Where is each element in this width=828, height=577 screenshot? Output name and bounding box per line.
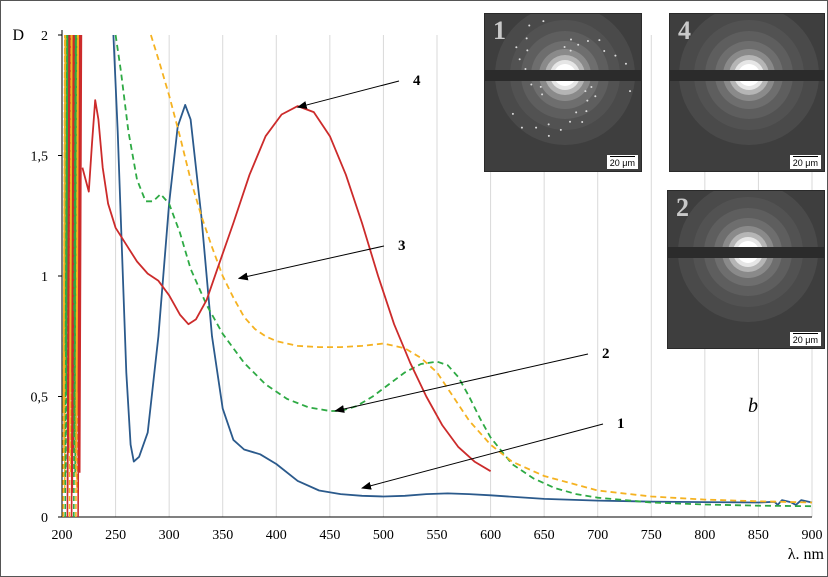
diffraction-spot — [569, 120, 572, 123]
x-tick-label: 450 — [319, 528, 340, 543]
curve-label: 2 — [602, 346, 610, 362]
x-tick-label: 800 — [694, 528, 715, 543]
diffraction-spot — [559, 128, 562, 131]
curve-label: 4 — [413, 73, 421, 89]
inset-label: 2 — [676, 193, 689, 222]
diffraction-spot — [526, 49, 529, 52]
series-4-line — [81, 99, 492, 472]
diffraction-inset-1: 1 20 μm — [484, 13, 642, 172]
x-axis-label: λ. nm — [788, 546, 825, 563]
x-tick-label: 250 — [105, 528, 126, 543]
diffraction-spot — [603, 49, 606, 52]
y-axis-label: D — [12, 27, 24, 44]
y-tick-label: 1 — [41, 270, 48, 285]
beam-stop — [670, 70, 824, 81]
inset-label: 4 — [678, 16, 691, 45]
diffraction-inset-4: 4 20 μm — [669, 13, 825, 172]
diffraction-spot — [577, 43, 580, 46]
uv-noise-trace — [70, 34, 76, 518]
diffraction-spot — [541, 93, 544, 96]
diffraction-spot — [624, 62, 627, 65]
x-tick-label: 300 — [159, 528, 180, 543]
x-tick-label: 900 — [802, 528, 823, 543]
annotation-arrow — [361, 423, 604, 490]
annotation-arrow — [334, 353, 589, 413]
y-tick-label: 2 — [41, 29, 48, 44]
x-tick-label: 750 — [641, 528, 662, 543]
diffraction-spot — [542, 20, 545, 23]
series-1-line — [112, 34, 813, 506]
uv-noise-trace — [62, 34, 68, 518]
diffraction-spot — [539, 85, 542, 88]
diffraction-spot — [569, 49, 572, 52]
scale-bar: 20 μm — [606, 155, 638, 169]
diffraction-spot — [581, 120, 584, 123]
diffraction-spot — [547, 123, 550, 126]
series-2-line — [114, 34, 813, 508]
x-tick-label: 650 — [534, 528, 555, 543]
x-tick-label: 550 — [427, 528, 448, 543]
diffraction-spot — [515, 46, 518, 49]
uv-noise-trace — [66, 34, 72, 518]
uv-noise-trace — [68, 34, 74, 518]
axes: 200 250 300 350 400 450 500 550 600 650 700 750 800 8… — [12, 27, 824, 563]
diffraction-spot — [524, 67, 527, 70]
annotations: 4 3 2 1 b — [237, 73, 758, 490]
diffraction-spot — [525, 37, 528, 40]
diffraction-spot — [547, 134, 550, 137]
diffraction-pattern — [679, 14, 819, 145]
annotation-arrow — [296, 80, 400, 109]
scale-bar: 20 μm — [789, 155, 821, 169]
diffraction-spot — [585, 110, 588, 113]
diffraction-spot — [590, 86, 593, 89]
y-tick-label: 1,5 — [31, 150, 49, 165]
diffraction-spot — [563, 46, 566, 49]
x-tick-label: 600 — [480, 528, 501, 543]
curve-label: 3 — [398, 238, 406, 254]
diffraction-spot — [530, 83, 533, 86]
inset-label: 1 — [493, 16, 506, 45]
scale-bar: 20 μm — [789, 332, 821, 346]
x-tick-label: 700 — [587, 528, 608, 543]
diffraction-pattern — [678, 191, 818, 322]
x-tick-label: 200 — [52, 528, 73, 543]
beam-stop — [485, 70, 641, 81]
diffraction-inset-2: 2 20 μm — [667, 190, 825, 349]
diffraction-spot — [584, 90, 587, 93]
x-tick-label: 350 — [212, 528, 233, 543]
diffraction-spot — [535, 126, 538, 129]
beam-stop — [668, 247, 824, 258]
y-tick-label: 0,5 — [31, 391, 49, 406]
diffraction-spot — [629, 90, 632, 93]
diffraction-spot — [511, 112, 514, 115]
diffraction-spot — [520, 126, 523, 129]
diffraction-spot — [518, 58, 521, 61]
uv-noise-trace — [73, 34, 78, 518]
scale-label: 20 μm — [792, 158, 818, 168]
x-tick-label: 850 — [748, 528, 769, 543]
series-3-line — [150, 34, 813, 504]
diffraction-spot — [570, 38, 573, 41]
x-tick-label: 400 — [266, 528, 287, 543]
diffraction-spot — [586, 99, 589, 102]
diffraction-spot — [594, 95, 597, 98]
diffraction-spot — [598, 39, 601, 42]
diffraction-spot — [586, 40, 589, 43]
uv-noise-trace — [77, 34, 83, 518]
scale-label: 20 μm — [609, 158, 635, 168]
series-group — [62, 34, 813, 518]
diffraction-pattern — [495, 14, 635, 145]
diffraction-spot — [575, 111, 578, 114]
diffraction-spot — [528, 24, 531, 27]
uv-noise-trace — [75, 34, 81, 518]
y-tick-label: 0 — [41, 511, 48, 526]
curve-label: 1 — [617, 416, 625, 432]
diffraction-spot — [614, 54, 617, 57]
scale-label: 20 μm — [792, 335, 818, 345]
annotation-arrow — [237, 245, 385, 281]
x-tick-label: 500 — [373, 528, 394, 543]
panel-letter: b — [748, 395, 758, 417]
uv-noise-trace — [64, 34, 70, 518]
